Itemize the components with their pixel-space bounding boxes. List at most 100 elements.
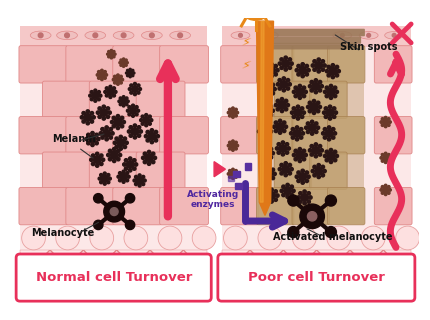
Circle shape [307,101,311,105]
Circle shape [310,64,314,67]
Circle shape [104,126,108,129]
Circle shape [261,128,268,135]
Ellipse shape [259,32,277,39]
Circle shape [318,153,321,156]
Circle shape [280,98,283,101]
Circle shape [143,117,149,124]
Circle shape [289,193,293,197]
Circle shape [116,126,120,130]
Circle shape [282,89,285,92]
Circle shape [263,136,266,139]
Circle shape [274,103,277,107]
Circle shape [309,153,313,156]
Circle shape [258,126,262,129]
Circle shape [269,200,273,203]
Circle shape [314,62,322,69]
Circle shape [104,77,106,79]
Circle shape [99,173,102,176]
Circle shape [234,115,237,117]
Circle shape [119,62,121,64]
Circle shape [306,105,309,109]
Circle shape [133,136,136,139]
Circle shape [381,118,383,120]
Circle shape [277,87,281,90]
FancyBboxPatch shape [19,46,68,83]
Circle shape [265,73,268,76]
Circle shape [309,145,313,148]
Circle shape [275,68,279,72]
Circle shape [308,196,311,199]
FancyBboxPatch shape [66,46,114,83]
Circle shape [109,52,114,57]
Circle shape [90,98,93,101]
Circle shape [108,149,111,153]
Circle shape [99,154,103,157]
Ellipse shape [359,32,377,39]
FancyBboxPatch shape [327,116,364,154]
Circle shape [319,148,322,152]
Circle shape [156,134,159,138]
Circle shape [384,116,386,119]
Circle shape [295,175,298,179]
Circle shape [295,138,298,141]
Circle shape [104,138,108,141]
Circle shape [99,162,103,165]
Circle shape [340,34,344,37]
Circle shape [151,160,154,164]
Circle shape [298,159,301,163]
Circle shape [115,137,118,140]
Circle shape [313,143,317,146]
Circle shape [272,87,276,91]
FancyBboxPatch shape [16,254,211,301]
Circle shape [279,172,283,175]
Circle shape [306,68,310,72]
Circle shape [298,96,301,100]
Circle shape [322,111,325,114]
Circle shape [312,173,316,177]
Circle shape [330,64,334,67]
Circle shape [129,76,131,78]
Circle shape [93,194,103,203]
Circle shape [154,130,157,134]
Circle shape [124,159,127,162]
FancyBboxPatch shape [374,188,411,225]
Circle shape [148,122,151,125]
Circle shape [110,120,114,124]
Polygon shape [260,21,264,202]
Circle shape [137,91,140,94]
Circle shape [38,33,43,38]
FancyBboxPatch shape [89,81,138,118]
Circle shape [230,143,235,148]
Circle shape [80,116,83,119]
Circle shape [280,153,284,156]
Circle shape [138,174,141,177]
Circle shape [266,34,270,37]
Circle shape [379,189,382,191]
Circle shape [310,132,313,135]
Circle shape [107,181,110,184]
Circle shape [106,107,109,110]
Circle shape [316,109,319,113]
Circle shape [123,137,126,140]
Circle shape [231,116,233,118]
Circle shape [131,86,138,92]
Circle shape [129,126,132,129]
Circle shape [105,87,108,90]
Circle shape [300,107,303,110]
Circle shape [286,87,289,90]
Circle shape [236,111,238,114]
Circle shape [300,115,303,118]
Circle shape [120,116,123,120]
Circle shape [100,109,108,116]
FancyBboxPatch shape [264,36,360,44]
Circle shape [324,94,328,98]
Circle shape [119,97,122,100]
Circle shape [283,125,287,128]
FancyBboxPatch shape [159,116,208,154]
Circle shape [279,66,283,69]
Circle shape [286,78,289,82]
Circle shape [125,141,128,145]
FancyBboxPatch shape [136,152,184,189]
Circle shape [131,114,134,117]
Circle shape [280,109,283,113]
